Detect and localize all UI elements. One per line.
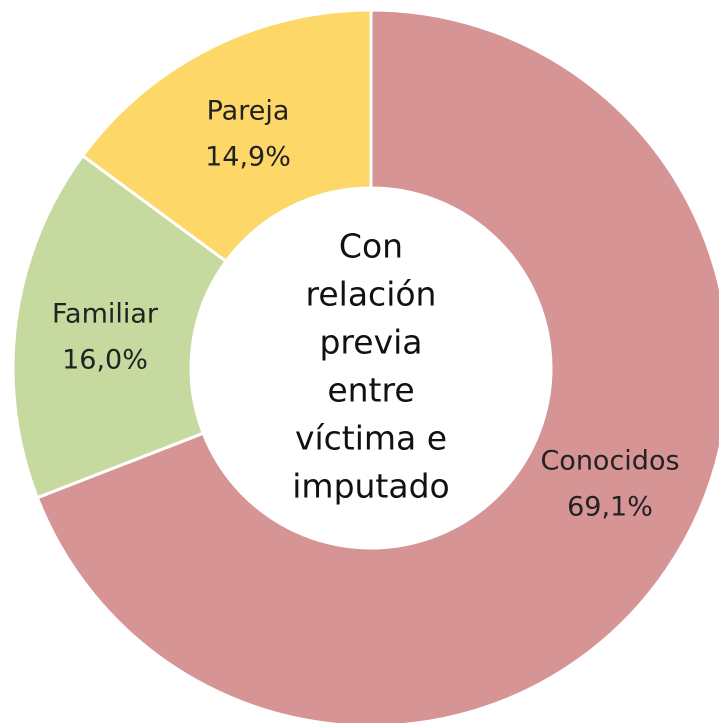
center-title: previa — [319, 323, 422, 362]
slice-label: Conocidos — [540, 446, 679, 477]
slice-label: Pareja — [207, 96, 290, 127]
donut-slice — [35, 8, 719, 723]
slice-value-label: 69,1% — [567, 492, 653, 523]
donut-slice — [80, 8, 373, 264]
center-title: víctima e — [295, 419, 447, 458]
center-title: Con — [339, 227, 403, 266]
center-title: imputado — [292, 467, 449, 506]
slice-value-label: 16,0% — [62, 345, 148, 376]
slice-value-label: 14,9% — [205, 142, 291, 173]
center-title: entre — [327, 371, 414, 410]
slice-label: Familiar — [52, 299, 159, 330]
donut-slice — [11, 153, 229, 500]
center-title: relación — [306, 275, 437, 314]
